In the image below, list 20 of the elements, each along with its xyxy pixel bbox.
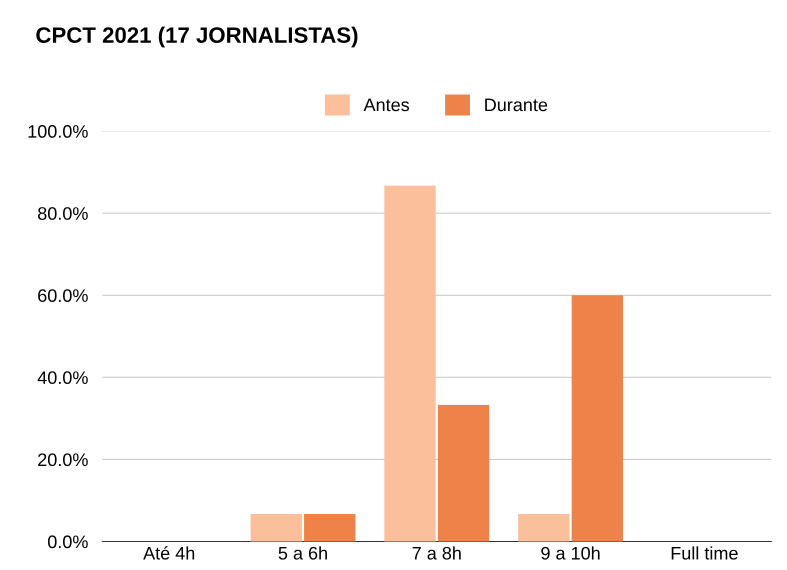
legend-label: Durante — [485, 98, 548, 112]
bar — [250, 514, 302, 542]
bar — [572, 295, 624, 542]
y-tick-label: 100.0% — [28, 125, 88, 138]
y-tick-label: 40.0% — [38, 371, 88, 384]
y-tick-label: 60.0% — [38, 289, 88, 302]
bar — [304, 514, 356, 542]
x-tick-label: Full time — [672, 546, 738, 560]
x-tick-label: Até 4h — [143, 546, 194, 560]
bar — [518, 514, 570, 542]
bar — [438, 404, 490, 542]
y-tick-label: 20.0% — [38, 453, 88, 466]
x-tick-label: 9 a 10h — [541, 546, 600, 560]
y-tick-label: 80.0% — [38, 207, 88, 220]
chart-title: CPCT 2021 (17 JORNALISTAS) — [36, 26, 358, 48]
legend-label: Antes — [364, 98, 410, 112]
bar — [384, 186, 436, 542]
x-tick-label: 7 a 8h — [412, 546, 461, 560]
y-tick-label: 0.0% — [48, 535, 88, 548]
x-tick-label: 5 a 6h — [278, 546, 327, 560]
